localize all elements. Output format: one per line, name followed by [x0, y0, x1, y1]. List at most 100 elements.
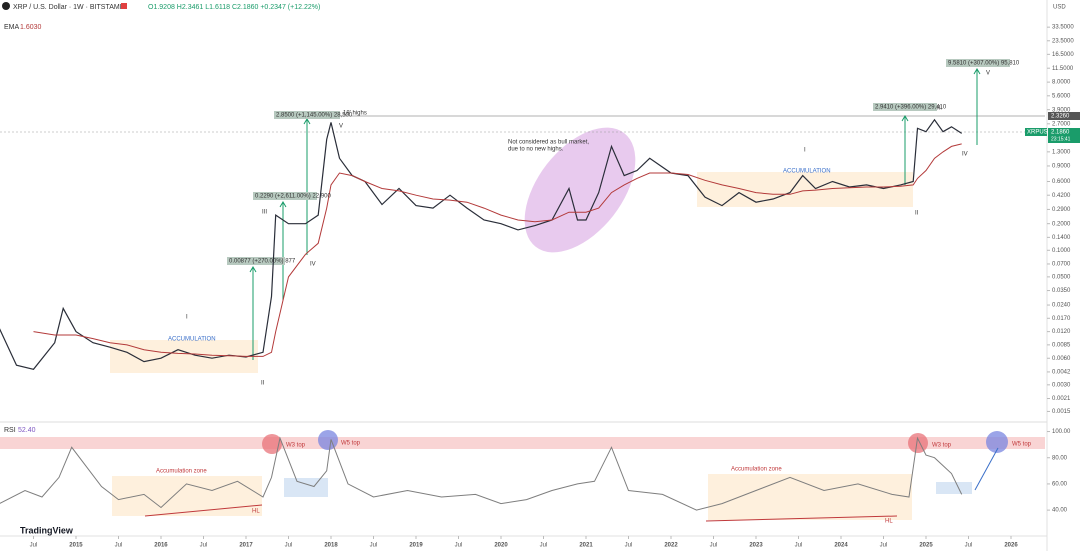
- y-tick-label: 0.0240: [1052, 303, 1071, 309]
- top-marker: [262, 434, 282, 454]
- ohlc: O1.9208 H2.3461 L1.6118 C2.1860 +0.2347 …: [148, 4, 320, 11]
- symbol-icon: [2, 2, 10, 10]
- x-tick-label: Jul: [710, 543, 718, 549]
- annotation: W5 top: [341, 441, 361, 447]
- y-tick-label: 0.0060: [1052, 356, 1071, 362]
- ema-label[interactable]: EMA: [4, 24, 20, 31]
- annotation: II: [261, 381, 265, 387]
- annotation: Accumulation zone: [156, 469, 207, 475]
- y-tick-label: 0.6000: [1052, 179, 1071, 185]
- annotation: W3 top: [286, 443, 306, 449]
- hl-line: [144, 504, 263, 517]
- x-tick-label: Jul: [115, 543, 123, 549]
- x-tick-label: Jul: [455, 543, 463, 549]
- y-tick-label: 0.1000: [1052, 248, 1071, 254]
- countdown: 23:15:41: [1051, 136, 1071, 142]
- annotation: 18' highs: [343, 111, 367, 117]
- y-tick-label: 0.0700: [1052, 262, 1071, 268]
- x-tick-label: 2019: [409, 543, 423, 549]
- y-tick-label: 33.5000: [1052, 25, 1074, 31]
- rsi-value: 52.40: [18, 427, 36, 434]
- y-tick-label: 3.9000: [1052, 107, 1071, 113]
- annotation: I: [804, 148, 806, 154]
- annotation: 9.5810 (+307.00%) 95,810: [948, 61, 1020, 67]
- y-tick-label: 100.00: [1052, 429, 1071, 435]
- y-tick-label: 0.0021: [1052, 396, 1071, 402]
- x-tick-label: 2015: [69, 543, 83, 549]
- price-tag-text: 2.1860: [1051, 130, 1070, 136]
- annotation: IV: [962, 152, 968, 158]
- annotation: ACCUMULATION: [783, 169, 831, 175]
- projection-arrow: [974, 447, 999, 491]
- x-tick-label: Jul: [200, 543, 208, 549]
- annotation: 0.00877 (+270.00%) 877: [229, 259, 296, 265]
- y-tick-label: 60.00: [1052, 482, 1068, 488]
- symbol-title[interactable]: XRP / U.S. Dollar · 1W · BITSTAMP: [13, 4, 125, 11]
- annotation: III: [262, 210, 267, 216]
- top-marker: [986, 431, 1008, 453]
- overbought-band: [0, 437, 1045, 449]
- annotation: 2.9410 (+396.00%) 29,410: [875, 105, 947, 111]
- y-tick-label: 0.0170: [1052, 316, 1071, 322]
- x-tick-label: 2017: [239, 543, 253, 549]
- annotation: W5 top: [1012, 442, 1032, 448]
- y-tick-label: 40.00: [1052, 508, 1068, 514]
- y-tick-label: 1.3000: [1052, 149, 1071, 155]
- top-marker: [318, 430, 338, 450]
- annotation: due to no new highs.: [508, 147, 564, 153]
- flag[interactable]: [121, 3, 127, 9]
- x-tick-label: 2023: [749, 543, 763, 549]
- annotation: ACCUMULATION: [168, 337, 216, 343]
- x-tick-label: 2022: [664, 543, 678, 549]
- measure-arrows: [249, 68, 981, 360]
- x-tick-label: 2024: [834, 543, 848, 549]
- annotation: V: [339, 124, 343, 130]
- series-line: [33, 143, 962, 357]
- y-tick-label: 0.9000: [1052, 164, 1071, 170]
- currency[interactable]: USD: [1053, 5, 1066, 11]
- annotation: V: [986, 71, 990, 77]
- symbol-tag: [1025, 128, 1047, 136]
- y-tick-label: 2.7000: [1052, 121, 1071, 127]
- hl-line: [705, 515, 898, 522]
- range-box: [284, 478, 328, 497]
- y-tick-label: 0.0120: [1052, 329, 1071, 335]
- ema-value: 1.6030: [20, 24, 42, 31]
- y-tick-label: 0.1400: [1052, 235, 1071, 241]
- series-line: [0, 118, 963, 370]
- annotation: HL: [252, 509, 260, 515]
- x-tick-label: Jul: [540, 543, 548, 549]
- y-tick-label: 0.2000: [1052, 221, 1071, 227]
- symbol-tag-text: XRPUSD: [1027, 130, 1053, 136]
- measure-boxes: [227, 59, 1010, 265]
- x-tick-label: 2016: [154, 543, 168, 549]
- y-tick-label: 11.5000: [1052, 66, 1074, 72]
- annotation: W3 top: [932, 443, 952, 449]
- annotation: I: [186, 315, 188, 321]
- x-tick-label: Jul: [880, 543, 888, 549]
- annotation: 2.8500 (+1,145.00%) 28,500: [276, 113, 353, 119]
- high-tag-text: 2.3260: [1051, 114, 1070, 120]
- y-tick-label: 80.00: [1052, 455, 1068, 461]
- rsi-label[interactable]: RSI: [4, 427, 16, 434]
- y-tick-label: 8.0000: [1052, 80, 1071, 86]
- x-tick-label: 2020: [494, 543, 508, 549]
- brand: TradingView: [20, 525, 74, 535]
- y-tick-label: 0.0350: [1052, 288, 1071, 294]
- price-tag: [1048, 128, 1080, 143]
- y-tick-label: 0.0030: [1052, 382, 1071, 388]
- x-tick-label: 2021: [579, 543, 593, 549]
- annotation: Not considered as bull market,: [508, 140, 589, 146]
- y-tick-label: 0.0042: [1052, 370, 1071, 376]
- x-tick-label: 2018: [324, 543, 338, 549]
- x-tick-label: Jul: [625, 543, 633, 549]
- annotation: Accumulation zone: [731, 467, 782, 473]
- x-tick-label: 2026: [1004, 543, 1018, 549]
- x-tick-label: Jul: [370, 543, 378, 549]
- top-marker: [908, 433, 928, 453]
- annotation: II: [915, 211, 919, 217]
- price-axis: [1047, 0, 1080, 551]
- y-tick-label: 0.4200: [1052, 193, 1071, 199]
- annotation: 0.2290 (+2,611.00%) 22,900: [255, 194, 331, 200]
- x-tick-label: Jul: [965, 543, 973, 549]
